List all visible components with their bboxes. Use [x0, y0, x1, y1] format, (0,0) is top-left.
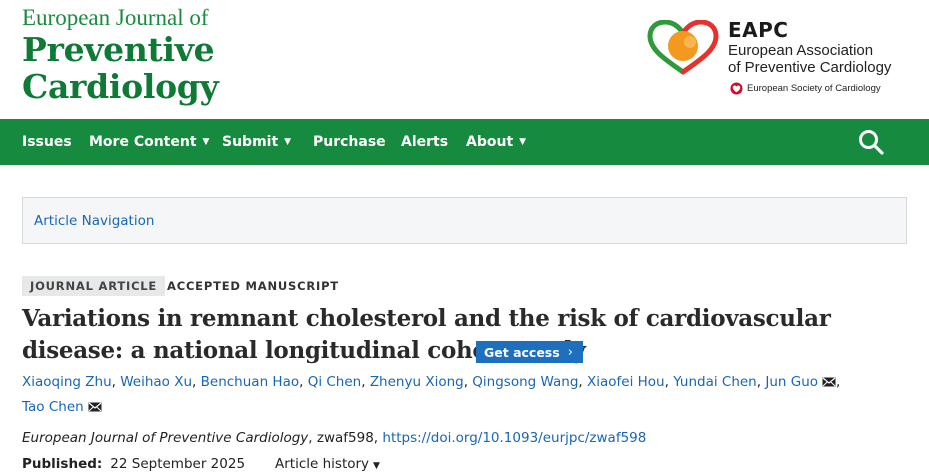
chevron-down-icon: ▼	[202, 137, 210, 147]
society-name-line2: of Preventive Cardiology	[728, 59, 892, 76]
esc-heart-icon	[730, 82, 743, 95]
chevron-down-icon: ▼	[284, 137, 292, 147]
envelope-icon[interactable]	[88, 402, 102, 412]
chevron-down-icon: ▼	[519, 137, 527, 147]
nav-more-content[interactable]: More Content ▼	[89, 119, 209, 165]
nav-issues-label: Issues	[22, 134, 72, 150]
main-nav: Issues More Content ▼ Submit ▼ Purchase …	[0, 119, 929, 165]
journal-logo[interactable]: European Journal of Preventive Cardiolog…	[22, 5, 219, 106]
esc-name: European Society of Cardiology	[747, 83, 881, 94]
author-link[interactable]: Weihao Xu	[120, 374, 193, 390]
published-label: Published:	[22, 456, 103, 472]
envelope-icon[interactable]	[822, 377, 836, 387]
nav-more-content-label: More Content	[89, 134, 197, 150]
nav-alerts-label: Alerts	[401, 134, 449, 150]
society-logo[interactable]: EAPC European Association of Preventive …	[646, 18, 916, 102]
journal-logo-line1: European Journal of	[22, 5, 209, 30]
article-history-toggle[interactable]: Article history ▼	[275, 456, 380, 472]
journal-logo-line3: Cardiology	[22, 67, 219, 106]
article-navigation-label: Article Navigation	[34, 213, 155, 229]
article-type-badge: JOURNAL ARTICLE	[22, 276, 166, 296]
author-link[interactable]: Xiaoqing Zhu	[22, 374, 112, 390]
search-icon[interactable]	[857, 128, 885, 156]
nav-submit-label: Submit	[222, 134, 279, 150]
citation-line: European Journal of Preventive Cardiolog…	[22, 430, 646, 446]
nav-alerts[interactable]: Alerts	[401, 119, 448, 165]
citation-id: , zwaf598,	[308, 430, 383, 446]
nav-submit[interactable]: Submit ▼	[222, 119, 291, 165]
author-link[interactable]: Zhenyu Xiong	[369, 374, 464, 390]
nav-about-label: About	[466, 134, 514, 150]
get-access-label: Get access	[484, 344, 560, 360]
nav-purchase-label: Purchase	[313, 134, 386, 150]
article-title: Variations in remnant cholesterol and th…	[22, 305, 831, 364]
article-history-label: Article history	[275, 456, 370, 472]
doi-link[interactable]: https://doi.org/10.1093/eurjpc/zwaf598	[382, 430, 647, 446]
citation-journal: European Journal of Preventive Cardiolog…	[22, 430, 309, 446]
society-abbr: EAPC	[728, 18, 789, 42]
site-header: European Journal of Preventive Cardiolog…	[0, 0, 929, 119]
nav-purchase[interactable]: Purchase	[313, 119, 386, 165]
society-name-line1: European Association	[728, 42, 874, 59]
eapc-heart-icon	[647, 20, 719, 75]
journal-logo-line2: Preventive	[22, 30, 215, 69]
author-list: Xiaoqing Zhu, Weihao Xu, Benchuan Hao, Q…	[22, 374, 841, 415]
author-link[interactable]: Benchuan Hao	[200, 374, 300, 390]
author-link[interactable]: Tao Chen	[22, 399, 102, 415]
author-link[interactable]: Qingsong Wang	[472, 374, 579, 390]
get-access-button[interactable]: Get access ›	[476, 341, 583, 363]
author-link[interactable]: Yundai Chen	[673, 374, 757, 390]
author-link[interactable]: Jun Guo	[765, 374, 836, 390]
chevron-down-icon: ▼	[373, 461, 380, 471]
published-date-row: Published: 22 September 2025	[22, 456, 245, 472]
published-date: 22 September 2025	[110, 456, 246, 472]
author-link[interactable]: Xiaofei Hou	[587, 374, 665, 390]
author-name: Jun Guo	[765, 374, 819, 390]
article-status-label: ACCEPTED MANUSCRIPT	[167, 279, 339, 293]
nav-issues[interactable]: Issues	[22, 119, 72, 165]
author-name: Tao Chen	[22, 399, 84, 415]
article-navigation[interactable]: Article Navigation	[22, 197, 907, 244]
nav-about[interactable]: About ▼	[466, 119, 526, 165]
esc-affiliation: European Society of Cardiology	[730, 82, 881, 95]
author-link[interactable]: Qi Chen	[307, 374, 362, 390]
society-name: EAPC European Association of Preventive …	[728, 18, 891, 76]
chevron-right-icon: ›	[567, 344, 573, 360]
